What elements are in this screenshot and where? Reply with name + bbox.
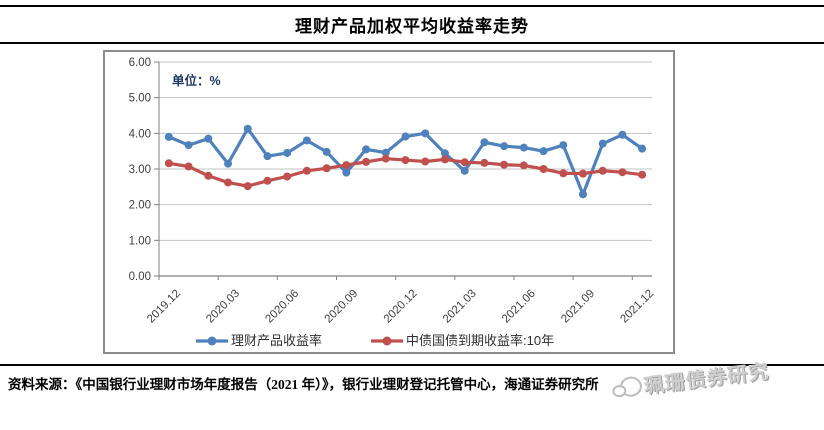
data-point-s0-2020.10: [362, 145, 371, 154]
data-point-s1-2020.01: [184, 162, 193, 171]
legend-marker-1: [382, 336, 392, 346]
data-point-s0-2020.03: [224, 159, 233, 168]
data-point-s0-2021.07: [539, 147, 548, 156]
data-point-s0-2019.12: [164, 132, 173, 141]
data-point-s0-2021.12: [638, 144, 647, 153]
data-point-s1-2021.11: [618, 168, 627, 177]
data-point-s0-2020.02: [204, 134, 213, 143]
data-point-s1-2020.11: [381, 154, 390, 163]
legend-label-0: 理财产品收益率: [231, 333, 322, 348]
data-point-s0-2020.05: [263, 152, 272, 161]
data-point-s1-2020.12: [401, 156, 410, 165]
data-point-s0-2020.12: [401, 132, 410, 141]
y-tick-label: 0.00: [129, 271, 151, 283]
yield-trend-chart-container: 0.00 1.00 2.00 3.00 4.00 5.00 6.00 2019.12 2020.…: [103, 50, 675, 354]
page-title: 理财产品加权平均收益率走势: [295, 17, 529, 36]
data-point-s1-2020.06: [283, 172, 292, 181]
y-tick-label: 4.00: [129, 128, 151, 140]
data-point-s0-2021.04: [480, 138, 489, 147]
yield-trend-chart: 0.00 1.00 2.00 3.00 4.00 5.00 6.00 2019.12 2020.…: [129, 57, 657, 348]
data-point-s0-2021.08: [559, 141, 568, 150]
data-point-s1-2021.12: [638, 170, 647, 179]
data-point-s1-2021.03: [460, 158, 469, 167]
data-point-s0-2021.05: [500, 142, 509, 151]
data-point-s1-2020.07: [302, 166, 311, 175]
y-tick-label: 1.00: [129, 235, 151, 247]
data-point-s0-2021.09: [578, 190, 587, 199]
y-tick-label: 3.00: [129, 164, 151, 176]
data-point-s1-2021.06: [519, 161, 528, 170]
x-tick-label: 2021.12: [618, 288, 656, 326]
data-point-s0-2021.03: [460, 166, 469, 175]
data-point-s0-2021.11: [618, 130, 627, 139]
data-point-s1-2021.05: [500, 160, 509, 169]
data-point-s1-2020.08: [322, 164, 331, 173]
x-tick-label: 2021.03: [441, 288, 479, 326]
x-tick-label: 2020.06: [263, 288, 301, 326]
footer-divider: [0, 364, 824, 366]
data-point-s0-2020.06: [283, 148, 292, 157]
x-tick-label: 2021.09: [559, 288, 597, 326]
x-tick-label: 2020.12: [382, 288, 420, 326]
data-source-note: 资料来源：《中国银行业理财市场年度报告（2021 年）》，银行业理财登记托管中心…: [8, 377, 599, 392]
data-point-s0-2020.01: [184, 141, 193, 150]
x-tick-label: 2020.09: [323, 288, 361, 326]
x-tick-label: 2020.03: [204, 288, 242, 326]
data-point-s0-2020.07: [302, 136, 311, 145]
x-tick-label: 2021.06: [500, 288, 538, 326]
data-point-s1-2021.08: [559, 169, 568, 178]
data-point-s1-2021.02: [440, 155, 449, 164]
figure-title-bar: 理财产品加权平均收益率走势: [0, 5, 824, 44]
data-point-s1-2021.07: [539, 165, 548, 173]
data-point-s1-2019.12: [164, 159, 173, 168]
data-point-s0-2020.09: [342, 168, 351, 177]
data-point-s1-2021.04: [480, 158, 489, 167]
data-point-s0-2020.11: [381, 148, 390, 157]
data-point-s1-2020.02: [204, 171, 213, 180]
data-point-s0-2021.10: [598, 139, 607, 148]
data-point-s0-2021.01: [421, 129, 430, 138]
data-point-s0-2021.02: [440, 149, 449, 158]
data-point-s1-2020.04: [243, 182, 252, 191]
data-point-s0-2021.06: [519, 143, 528, 152]
y-tick-label: 2.00: [129, 200, 151, 212]
data-point-s1-2021.09: [578, 169, 587, 178]
data-point-s0-2020.08: [322, 147, 331, 156]
data-point-s1-2020.10: [362, 157, 371, 166]
legend-label-1: 中债国债到期收益率:10年: [406, 333, 554, 348]
data-point-s0-2020.04: [243, 124, 252, 133]
data-point-s1-2021.10: [598, 166, 607, 175]
data-point-s1-2020.03: [224, 178, 233, 187]
legend-marker-0: [207, 336, 217, 346]
data-point-s1-2021.01: [421, 157, 430, 166]
y-tick-label: 5.00: [129, 93, 151, 105]
unit-label: 单位：%: [172, 73, 221, 88]
y-tick-label: 6.00: [129, 57, 151, 69]
data-point-s1-2020.09: [342, 161, 351, 170]
data-point-s1-2020.05: [263, 176, 272, 185]
x-tick-label: 2019.12: [145, 288, 183, 326]
